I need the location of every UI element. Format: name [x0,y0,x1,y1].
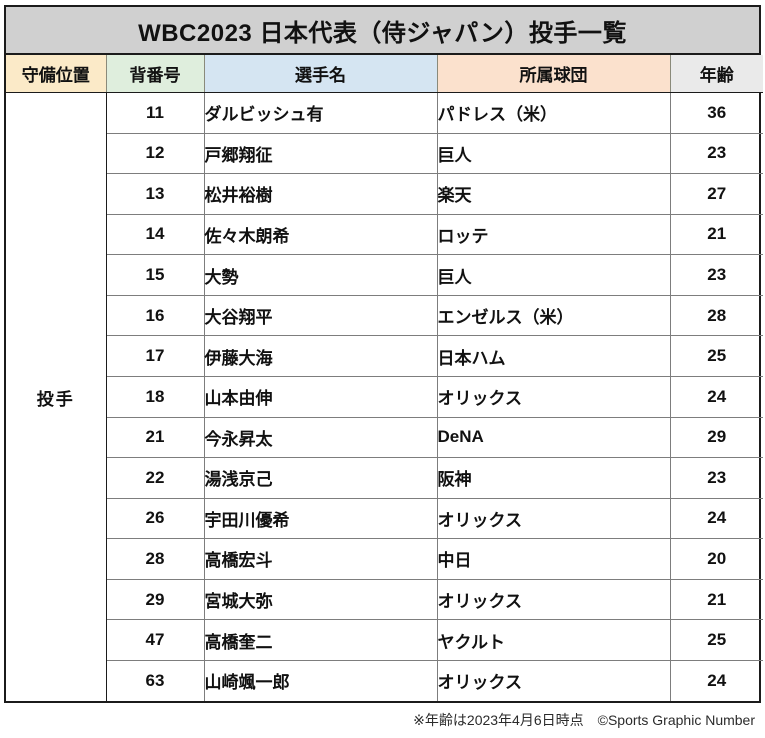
table-row: 47 高橋奎二 ヤクルト 25 [6,619,763,661]
player-name-cell: 宮城大弥 [204,579,438,621]
player-age-cell: 27 [670,173,763,215]
player-age-cell: 21 [670,214,763,256]
team-name-cell: オリックス [437,660,671,701]
player-name-cell: 佐々木朗希 [204,214,438,256]
copyright-credit: ©Sports Graphic Number [597,712,755,728]
player-age-cell: 23 [670,457,763,499]
table-row: 17 伊藤大海 日本ハム 25 [6,335,763,377]
player-name-cell: 山本由伸 [204,376,438,418]
team-name-cell: オリックス [437,579,671,621]
roster-table: 守備位置 背番号 選手名 所属球団 年齢 投手 11 ダルビッシュ有 パドレス（米） 3… [6,55,763,701]
table-row: 22 湯浅京己 阪神 23 [6,457,763,499]
player-age-cell: 21 [670,579,763,621]
jersey-number-cell: 29 [106,579,205,621]
age-reference-date-note: ※年齢は2023年4月6日時点 [413,712,584,728]
table-row: 63 山崎颯一郎 オリックス 24 [6,660,763,701]
table-row: 12 戸郷翔征 巨人 23 [6,133,763,175]
player-age-cell: 29 [670,417,763,459]
team-name-cell: 日本ハム [437,335,671,377]
player-age-cell: 24 [670,376,763,418]
column-header-team: 所属球団 [437,55,671,93]
jersey-number-cell: 13 [106,173,205,215]
player-name-cell: 今永昇太 [204,417,438,459]
team-name-cell: 巨人 [437,133,671,175]
player-name-cell: 山崎颯一郎 [204,660,438,701]
jersey-number-cell: 22 [106,457,205,499]
player-age-cell: 23 [670,254,763,296]
table-header-row: 守備位置 背番号 選手名 所属球団 年齢 [6,55,763,93]
player-name-cell: 松井裕樹 [204,173,438,215]
table-row: 18 山本由伸 オリックス 24 [6,376,763,418]
player-name-cell: 戸郷翔征 [204,133,438,175]
team-name-cell: 阪神 [437,457,671,499]
jersey-number-cell: 16 [106,295,205,337]
team-name-cell: オリックス [437,498,671,540]
jersey-number-cell: 14 [106,214,205,256]
jersey-number-cell: 12 [106,133,205,175]
title-bar: WBC2023 日本代表（侍ジャパン）投手一覧 [4,5,761,54]
team-name-cell: オリックス [437,376,671,418]
team-name-cell: ロッテ [437,214,671,256]
player-name-cell: 高橋宏斗 [204,538,438,580]
player-age-cell: 36 [670,92,763,134]
column-header-age: 年齢 [670,55,763,93]
team-name-cell: ヤクルト [437,619,671,661]
team-name-cell: 中日 [437,538,671,580]
player-age-cell: 24 [707,670,727,690]
team-name-cell: DeNA [437,417,671,459]
jersey-number-cell: 63 [106,660,205,701]
player-name-cell: 湯浅京己 [204,457,438,499]
footer-note: ※年齢は2023年4月6日時点 ©Sports Graphic Number [4,707,761,733]
roster-table-container: 守備位置 背番号 選手名 所属球団 年齢 投手 11 ダルビッシュ有 パドレス（米） 3… [4,54,763,703]
jersey-number-cell: 28 [106,538,205,580]
player-age-cell: 28 [670,295,763,337]
player-age-cell: 25 [670,335,763,377]
column-header-name: 選手名 [204,55,438,93]
table-row: 21 今永昇太 DeNA 29 [6,417,763,459]
team-name-cell: エンゼルス（米） [437,295,671,337]
table-row: 13 松井裕樹 楽天 27 [6,173,763,215]
jersey-number-cell: 17 [106,335,205,377]
jersey-number-cell: 15 [106,254,205,296]
jersey-number-cell: 11 [106,92,205,134]
table-row: 投手 11 ダルビッシュ有 パドレス（米） 36 [6,92,763,701]
player-age-cell: 25 [670,619,763,661]
table-header: 守備位置 背番号 選手名 所属球団 年齢 [6,55,763,93]
player-age-cell: 20 [670,538,763,580]
team-name-cell: 楽天 [437,173,671,215]
table-row: 15 大勢 巨人 23 [6,254,763,296]
player-name-cell: 大谷翔平 [204,295,438,337]
table-row: 26 宇田川優希 オリックス 24 [6,498,763,540]
jersey-number-cell: 47 [106,619,205,661]
column-header-number: 背番号 [106,55,205,93]
table-row: 28 高橋宏斗 中日 20 [6,538,763,580]
player-name-cell: 大勢 [204,254,438,296]
table-row: 14 佐々木朗希 ロッテ 21 [6,214,763,256]
table-row: 29 宮城大弥 オリックス 21 [6,579,763,621]
table-row: 16 大谷翔平 エンゼルス（米） 28 [6,295,763,337]
jersey-number-cell: 21 [106,417,205,459]
player-name-cell: 伊藤大海 [204,335,438,377]
column-header-position: 守備位置 [6,55,107,93]
player-name-cell: 高橋奎二 [204,619,438,661]
page-title: WBC2023 日本代表（侍ジャパン）投手一覧 [138,19,627,47]
position-group-cell: 投手 [6,92,107,701]
table-body: 投手 11 ダルビッシュ有 パドレス（米） 36 12 戸郷翔征 巨人 23 13 松井裕樹 楽天 27… [6,92,763,701]
jersey-number-cell: 26 [106,498,205,540]
player-age-cell: 23 [670,133,763,175]
player-age-cell: 24 [670,498,763,540]
team-name-cell: 巨人 [437,254,671,296]
player-name-cell: 宇田川優希 [204,498,438,540]
jersey-number-cell: 18 [106,376,205,418]
team-name-cell: パドレス（米） [437,92,671,134]
player-name-cell: ダルビッシュ有 [204,92,438,134]
